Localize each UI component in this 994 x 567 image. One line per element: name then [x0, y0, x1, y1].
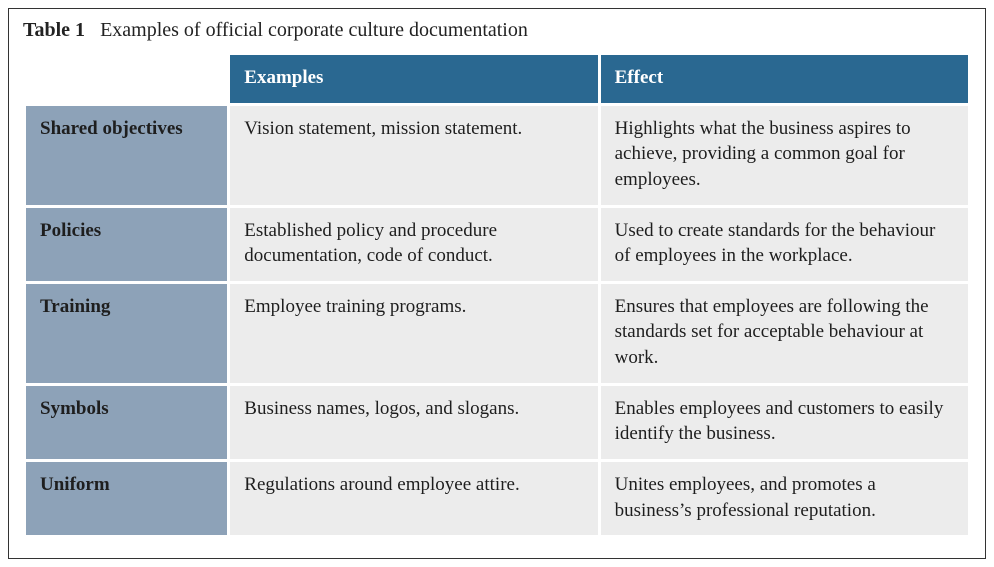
header-row: Examples Effect — [26, 55, 968, 103]
cell-examples: Business names, logos, and slogans. — [230, 386, 597, 459]
table-row: Uniform Regulations around employee atti… — [26, 462, 968, 535]
caption-text — [90, 19, 100, 41]
cell-examples: Regulations around employee attire. — [230, 462, 597, 535]
rowhead: Shared objectives — [26, 106, 227, 205]
rowhead: Symbols — [26, 386, 227, 459]
col-effect: Effect — [601, 55, 968, 103]
cell-effect: Highlights what the business aspires to … — [601, 106, 968, 205]
rowhead: Uniform — [26, 462, 227, 535]
col-examples: Examples — [230, 55, 597, 103]
caption-body: Examples of official corporate culture d… — [100, 19, 528, 41]
caption-label: Table 1 — [23, 19, 85, 41]
cell-effect: Unites employees, and promotes a busines… — [601, 462, 968, 535]
table-caption: Table 1 Examples of official corporate c… — [23, 19, 971, 42]
cell-effect: Ensures that employees are following the… — [601, 284, 968, 383]
table-row: Policies Established policy and procedur… — [26, 208, 968, 281]
cell-examples: Employee training programs. — [230, 284, 597, 383]
cell-examples: Established policy and procedure documen… — [230, 208, 597, 281]
table-frame: Table 1 Examples of official corporate c… — [8, 8, 986, 559]
header-blank — [26, 55, 227, 103]
table-row: Training Employee training programs. Ens… — [26, 284, 968, 383]
table-row: Shared objectives Vision statement, miss… — [26, 106, 968, 205]
cell-examples: Vision statement, mission statement. — [230, 106, 597, 205]
rowhead: Training — [26, 284, 227, 383]
cell-effect: Enables employees and customers to easil… — [601, 386, 968, 459]
corporate-culture-table: Examples Effect Shared objectives Vision… — [23, 52, 971, 538]
table-row: Symbols Business names, logos, and sloga… — [26, 386, 968, 459]
cell-effect: Used to create standards for the behavio… — [601, 208, 968, 281]
rowhead: Policies — [26, 208, 227, 281]
